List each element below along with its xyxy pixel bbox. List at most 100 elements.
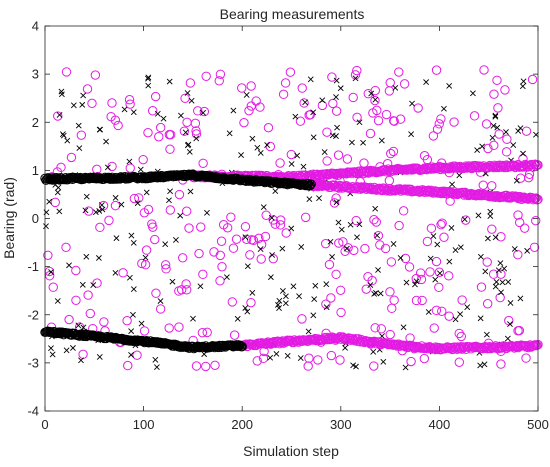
circle-marker <box>491 342 502 352</box>
x-marker <box>59 131 66 138</box>
x-marker <box>288 161 295 167</box>
x-marker <box>446 258 453 265</box>
circle-marker <box>352 112 362 123</box>
circle-marker <box>395 114 406 124</box>
x-marker <box>452 247 459 253</box>
circle-marker <box>138 154 148 165</box>
circle-marker <box>216 236 227 246</box>
circle-marker <box>428 131 439 141</box>
circle-marker <box>333 150 344 160</box>
x-marker <box>343 245 350 252</box>
circle-marker <box>160 260 171 270</box>
circle-marker <box>368 108 378 118</box>
x-marker <box>130 286 137 293</box>
circle-marker <box>349 245 359 256</box>
x-marker <box>137 166 144 173</box>
circle-marker <box>228 243 239 253</box>
x-marker <box>138 320 145 327</box>
x-marker <box>349 139 355 146</box>
x-marker <box>70 102 77 109</box>
x-marker <box>173 236 179 243</box>
circle-marker <box>373 230 384 241</box>
x-marker <box>524 247 531 254</box>
x-marker <box>342 344 349 351</box>
x-marker <box>226 130 233 137</box>
x-marker <box>56 208 63 215</box>
circle-marker <box>275 220 286 230</box>
circle-marker <box>482 257 492 267</box>
circle-marker <box>413 103 423 113</box>
x-marker <box>282 300 289 307</box>
circle-marker <box>123 360 133 371</box>
circle-marker <box>338 237 348 247</box>
x-marker <box>333 94 339 101</box>
y-tick-label: -1 <box>27 259 39 274</box>
x-marker <box>153 364 160 371</box>
circle-marker <box>389 116 399 126</box>
x-marker <box>157 298 164 304</box>
x-marker <box>184 142 191 149</box>
circle-marker <box>151 288 161 298</box>
circle-marker <box>425 267 435 277</box>
x-marker <box>494 124 501 131</box>
x-marker <box>492 112 499 119</box>
circle-marker <box>263 122 274 133</box>
circle-marker <box>231 234 242 244</box>
x-tick-label: 500 <box>527 417 549 432</box>
x-marker <box>126 274 133 281</box>
x-marker <box>128 328 135 335</box>
circle-marker <box>305 109 316 120</box>
x-marker <box>423 79 430 86</box>
circle-marker <box>481 119 492 129</box>
x-marker <box>510 142 517 148</box>
circle-marker <box>107 98 117 108</box>
x-marker <box>267 354 274 361</box>
x-marker <box>483 331 490 338</box>
x-marker <box>290 283 297 290</box>
x-marker <box>273 350 280 357</box>
circle-marker <box>137 258 147 269</box>
x-marker <box>182 129 189 136</box>
circle-marker <box>331 106 342 116</box>
circle-marker <box>132 350 142 360</box>
circle-marker <box>429 323 439 333</box>
x-marker <box>275 301 281 308</box>
circle-marker <box>456 331 467 342</box>
x-marker <box>268 214 275 221</box>
circle-marker <box>482 299 493 309</box>
x-marker <box>434 241 441 248</box>
x-marker <box>308 181 315 187</box>
circle-marker <box>185 78 196 88</box>
x-marker <box>169 278 176 285</box>
x-marker <box>353 363 359 370</box>
circle-marker <box>501 147 512 157</box>
circle-marker <box>110 200 121 211</box>
circle-marker <box>141 245 152 255</box>
circle-marker <box>215 69 226 79</box>
x-marker <box>504 335 511 342</box>
x-marker <box>380 358 387 365</box>
circle-marker <box>335 285 346 295</box>
x-marker <box>76 145 83 152</box>
x-marker <box>134 200 141 207</box>
circle-marker <box>260 231 271 242</box>
circle-marker <box>198 269 208 280</box>
x-marker <box>329 253 336 260</box>
x-marker <box>188 97 195 104</box>
x-marker <box>464 304 471 311</box>
circle-marker <box>351 215 361 226</box>
x-marker <box>513 177 520 184</box>
x-marker <box>297 355 304 361</box>
circle-marker <box>488 269 499 279</box>
circle-marker <box>496 359 506 369</box>
circle-marker <box>375 240 385 250</box>
x-marker <box>515 128 522 134</box>
circle-marker <box>322 156 332 166</box>
x-marker <box>242 234 249 241</box>
x-marker <box>145 82 152 89</box>
x-marker <box>92 209 99 216</box>
circle-marker <box>303 361 313 371</box>
circle-marker <box>388 146 399 157</box>
chart-title: Bearing measurements <box>220 6 365 22</box>
